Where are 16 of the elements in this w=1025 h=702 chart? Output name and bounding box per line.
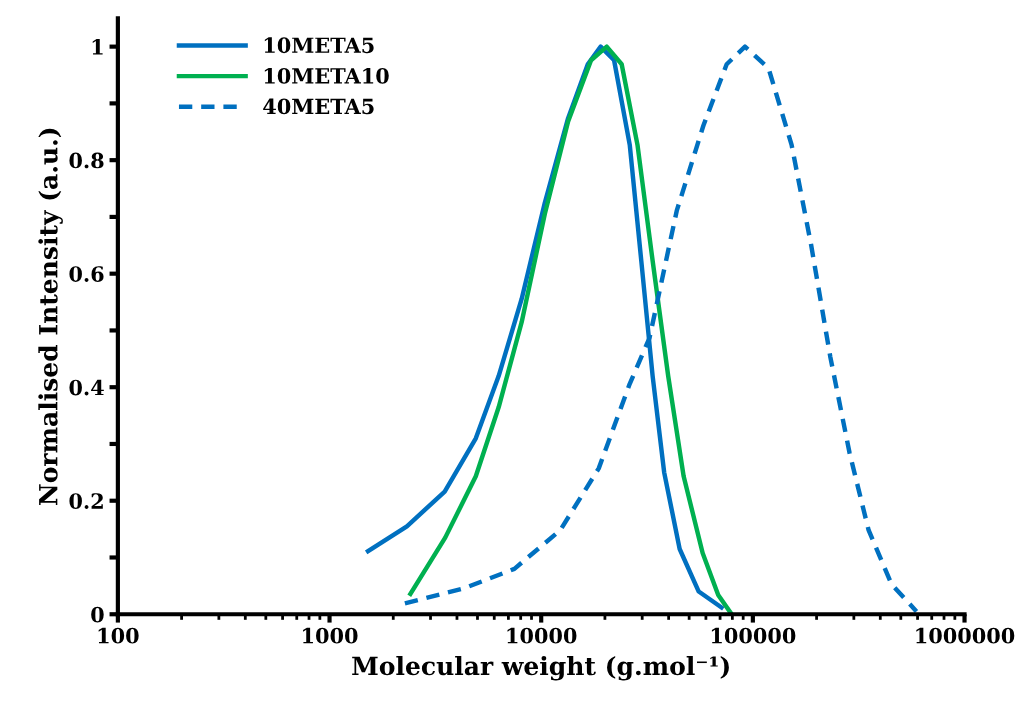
x-tick-label: 10000 [507, 627, 577, 644]
legend-label: 10META10 [264, 67, 389, 84]
x-tick-label: 100000 [711, 627, 796, 644]
y-tick-label: 1 [92, 39, 103, 55]
x-tick-label: 1000 [303, 627, 358, 644]
y-tick-label: 0.4 [69, 379, 104, 396]
x-axis-title: Molecular weight (g.mol⁻¹) [352, 655, 729, 681]
y-tick-label: 0.6 [69, 266, 104, 282]
y-axis-title: Normalised Intensity (a.u.) [38, 128, 63, 506]
y-tick-label: 0 [91, 606, 104, 623]
x-tick-label: 1000000 [916, 627, 1015, 644]
legend-label: 40META5 [263, 98, 374, 115]
y-tick-label: 0.2 [69, 493, 103, 509]
x-tick-label: 100 [98, 627, 139, 644]
legend-label: 10META5 [264, 37, 374, 54]
y-tick-label: 0.8 [69, 152, 104, 169]
